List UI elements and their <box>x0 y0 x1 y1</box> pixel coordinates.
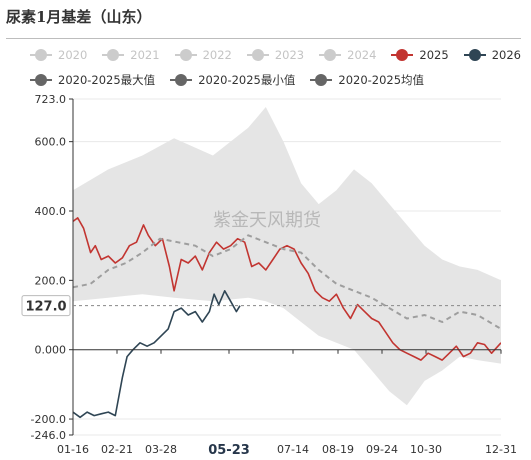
legend-item-2024[interactable]: 2024 <box>319 48 376 62</box>
x-tick-label: 09-24 <box>366 443 398 456</box>
legend-label: 2025 <box>419 47 449 62</box>
series-line-0 <box>73 217 501 361</box>
legend-marker-icon <box>246 48 269 61</box>
chart-legend: 2020 2021 2022 2023 2024 2025 2026 2020-2025最大… <box>30 42 525 92</box>
legend-item-2020-2025-max[interactable]: 2020-2025最大值 <box>30 72 155 88</box>
legend-marker-icon <box>319 48 342 61</box>
pointer-y-label: 127.0 <box>25 300 66 315</box>
legend-marker-icon <box>310 73 333 86</box>
series-line-2 <box>73 234 501 330</box>
watermark: 紫金天风期货 <box>213 210 321 231</box>
x-tick-label: 01-16 <box>57 443 89 456</box>
y-tick-label: 723.0 <box>35 93 67 106</box>
y-tick-label: -246.0 <box>31 429 66 442</box>
y-tick-label: 0.000 <box>35 344 67 357</box>
pointer-y-box <box>21 295 71 317</box>
x-tick-label: 12-31 <box>485 443 517 456</box>
legend-item-2020-2025-avg[interactable]: 2020-2025均值 <box>310 72 424 88</box>
legend-item-2025[interactable]: 2025 <box>391 47 449 62</box>
y-tick-label: -200.0 <box>31 413 66 426</box>
legend-marker-icon <box>102 48 125 61</box>
y-tick-label: 200.0 <box>35 274 67 287</box>
legend-label: 2024 <box>347 47 377 62</box>
legend-label: 2026 <box>491 47 521 62</box>
legend-marker-icon <box>391 48 414 61</box>
legend-item-2021[interactable]: 2021 <box>102 47 160 62</box>
legend-item-2023[interactable]: 2023 <box>246 47 305 62</box>
axis-pointer: 127.0 05-23 <box>21 295 501 458</box>
legend-label: 2023 <box>274 47 305 62</box>
pointer-x-label: 05-23 <box>208 443 250 458</box>
legend-label: 2020-2025最大值 <box>58 72 156 87</box>
x-tick-label: 10-30 <box>410 443 442 456</box>
legend-item-2020-2025-min[interactable]: 2020-2025最小值 <box>170 72 295 88</box>
legend-marker-icon <box>30 73 52 86</box>
legend-item-2022[interactable]: 2022 <box>174 47 232 62</box>
legend-label: 2020-2025均值 <box>338 72 425 87</box>
legend-label: 2020-2025最小值 <box>198 72 296 87</box>
series-lines <box>73 217 501 419</box>
series-line-1 <box>73 289 241 419</box>
legend-label: 2021 <box>130 47 160 62</box>
legend-label: 2022 <box>202 47 232 62</box>
x-tick-label: 03-28 <box>145 443 177 456</box>
y-tick-label: 600.0 <box>35 136 67 149</box>
x-tick-label: 02-21 <box>101 443 133 456</box>
legend-label: 2020 <box>58 47 88 62</box>
legend-marker-icon <box>463 48 486 61</box>
title-divider <box>6 38 521 39</box>
axes: 723.0 600.0 400.0 200.0 0.000 -200.0 -246.001-… <box>31 93 517 456</box>
x-tick-label: 08-19 <box>322 443 354 456</box>
max-min-band <box>73 107 501 406</box>
band-area <box>73 107 501 406</box>
legend-marker-icon <box>174 48 197 61</box>
chart-title: 尿素1月基差（山东） <box>6 8 152 26</box>
legend-marker-icon <box>30 48 52 61</box>
legend-item-2026[interactable]: 2026 <box>463 47 521 62</box>
x-tick-label: 07-14 <box>277 443 309 456</box>
legend-row-years: 2020 2021 2022 2023 2024 2025 2026 <box>30 42 525 67</box>
y-tick-label: 400.0 <box>35 205 67 218</box>
legend-item-2020[interactable]: 2020 <box>30 48 87 62</box>
legend-marker-icon <box>170 73 193 86</box>
legend-row-stats: 2020-2025最大值 2020-2025最小值 2020-2025均值 <box>30 67 525 92</box>
